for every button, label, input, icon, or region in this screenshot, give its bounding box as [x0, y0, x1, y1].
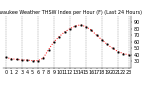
Title: Milwaukee Weather THSW Index per Hour (F) (Last 24 Hours): Milwaukee Weather THSW Index per Hour (F…	[0, 10, 142, 15]
